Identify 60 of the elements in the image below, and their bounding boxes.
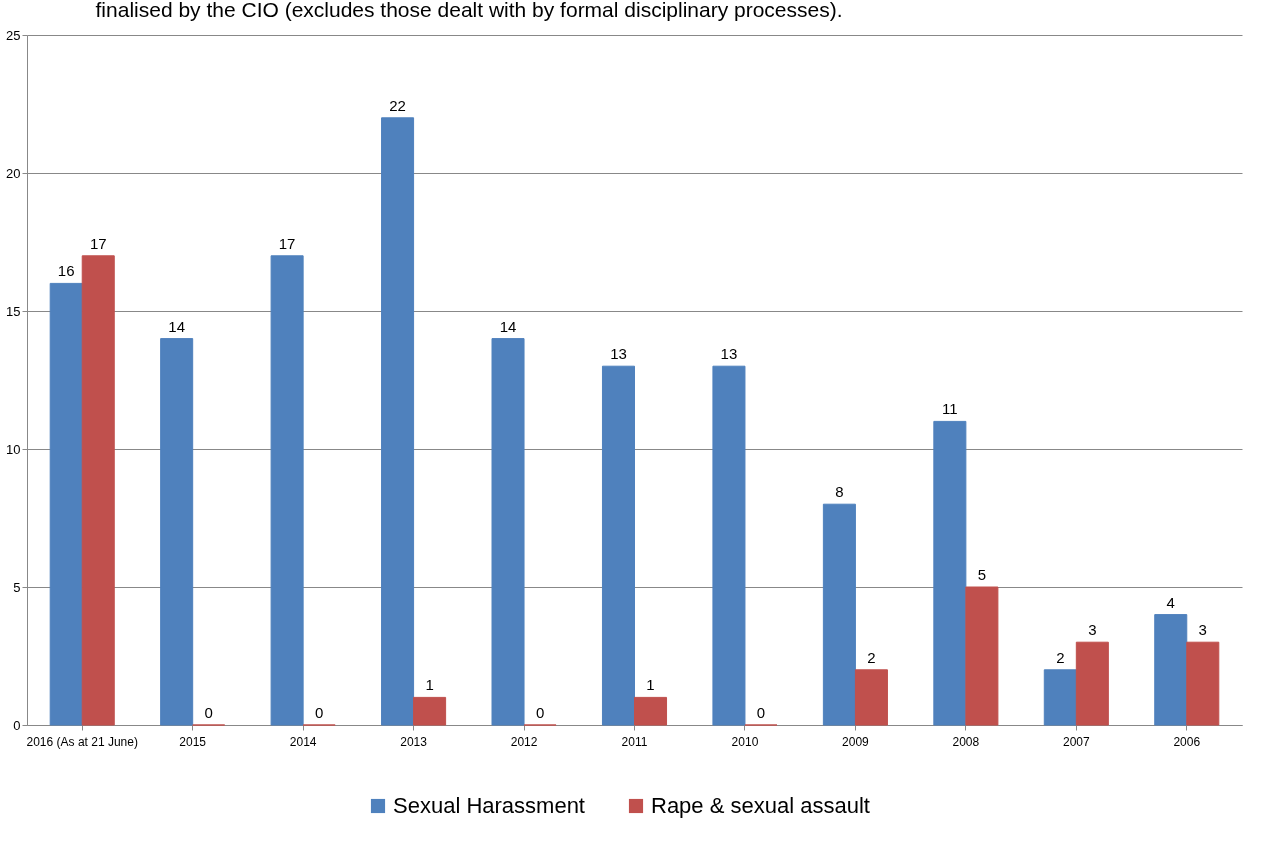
bar: [413, 696, 447, 726]
x-tick-label: 2014: [289, 734, 317, 749]
data-label: 17: [89, 234, 107, 252]
data-label: 0: [756, 704, 766, 721]
x-tick-label: 2007: [1062, 734, 1090, 749]
bar: [270, 255, 304, 726]
x-tick-label: 2010: [731, 734, 759, 749]
x-tick-label: 2016 (As at 21 June): [26, 734, 138, 749]
data-label: 1: [646, 676, 655, 694]
data-label: 5: [977, 566, 987, 583]
bar: [601, 365, 635, 726]
y-tick-label: 0: [13, 717, 21, 733]
bar: [1154, 614, 1188, 726]
data-label: 11: [942, 400, 958, 418]
data-label: 2: [867, 648, 876, 666]
bar: [712, 365, 746, 726]
chart-title: finalised by the CIO (excludes those dealt with by formal disciplinary processes).: [95, 0, 843, 21]
data-label: 1: [425, 676, 434, 694]
bar: [491, 338, 525, 726]
data-label: 4: [1166, 593, 1175, 611]
bar: [1043, 669, 1077, 726]
legend-label: Sexual Harassment: [393, 793, 585, 818]
data-label: 2: [1056, 648, 1065, 666]
y-tick-label: 25: [6, 27, 21, 43]
data-label: 0: [204, 704, 213, 721]
x-tick-label: 2006: [1173, 734, 1201, 749]
x-tick-label: 2008: [952, 734, 980, 749]
bar: [965, 586, 999, 726]
bar: [822, 503, 856, 726]
x-tick-label: 2013: [400, 734, 428, 749]
data-label: 14: [499, 317, 517, 335]
data-label: 0: [314, 704, 324, 721]
bar: [933, 420, 967, 726]
x-tick-label: 2012: [510, 734, 538, 749]
bar: [1075, 641, 1109, 726]
y-tick-label: 10: [6, 441, 21, 457]
bar: [634, 696, 668, 726]
data-label: 13: [610, 345, 627, 363]
data-label: 3: [1198, 621, 1207, 639]
bar: [160, 338, 194, 726]
x-tick-label: 2009: [842, 734, 870, 749]
data-label: 8: [835, 483, 844, 501]
bar: [381, 117, 415, 726]
x-tick-label: 2011: [621, 734, 648, 749]
bar: [49, 282, 83, 726]
data-label: 0: [535, 704, 545, 721]
legend-label: Rape & sexual assault: [651, 793, 870, 818]
bar: [1186, 641, 1220, 726]
y-tick-label: 15: [6, 303, 21, 319]
data-label: 13: [720, 345, 738, 363]
data-label: 17: [278, 234, 296, 252]
y-tick-label: 5: [13, 579, 21, 595]
bar: [854, 669, 888, 726]
y-tick-label: 20: [6, 165, 21, 181]
data-label: 16: [57, 262, 75, 280]
data-label: 22: [389, 96, 406, 114]
bar: [81, 255, 115, 726]
x-tick-label: 2015: [179, 734, 207, 749]
data-label: 3: [1088, 621, 1097, 639]
data-label: 14: [168, 317, 186, 335]
